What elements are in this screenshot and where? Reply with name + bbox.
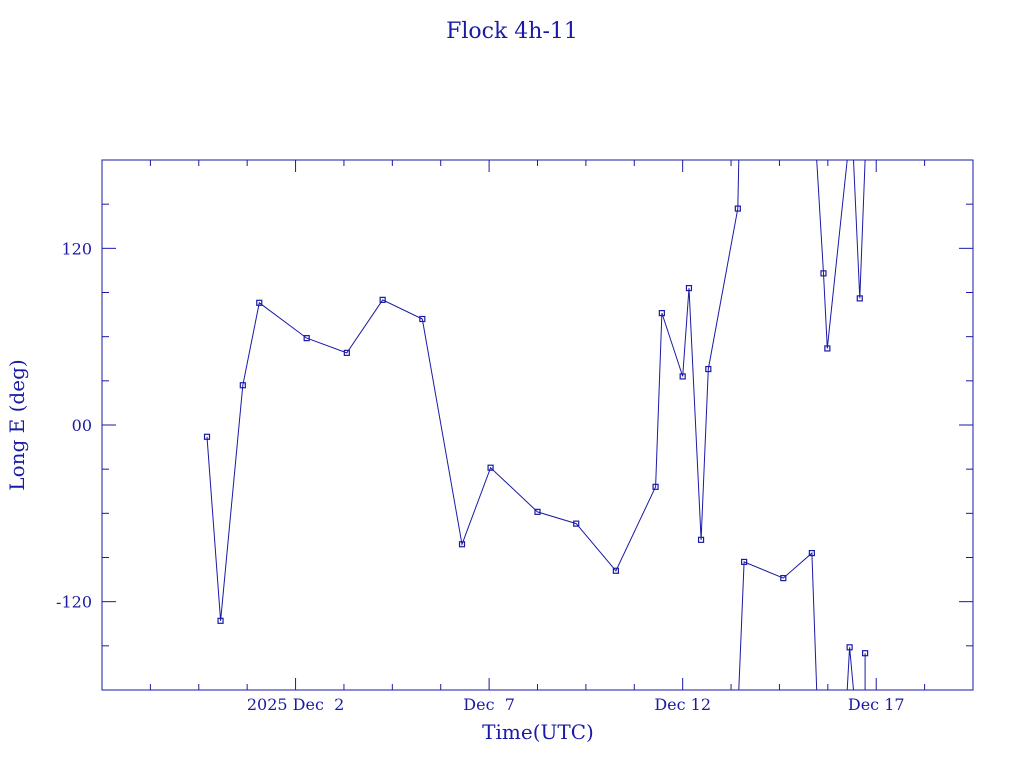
data-point [256, 299, 263, 306]
x-tick-label: Dec 17 [848, 695, 905, 714]
series-markers [203, 205, 869, 657]
data-point [846, 644, 853, 651]
x-tick-label: Dec 12 [654, 695, 711, 714]
data-point [487, 464, 494, 471]
series-line [206, 159, 740, 621]
data-point [239, 382, 246, 389]
series-line [738, 552, 818, 691]
data-point [697, 536, 705, 543]
data-point [705, 365, 712, 373]
y-tick-label: -120 [56, 593, 92, 612]
data-point [679, 373, 686, 380]
axis-ticks [101, 160, 974, 690]
data-point [652, 483, 659, 490]
y-axis-label: Long E (deg) [5, 359, 29, 490]
data-point [458, 541, 466, 548]
data-point [685, 284, 693, 292]
series-line [816, 159, 848, 349]
series-line [853, 159, 866, 299]
data-point [861, 650, 869, 657]
data-point [217, 617, 224, 624]
y-tick-label: 120 [61, 239, 92, 258]
data-point [741, 558, 748, 566]
data-point [573, 520, 580, 527]
data-point [824, 345, 831, 352]
x-axis-label: Time(UTC) [482, 720, 594, 744]
series-line [846, 647, 854, 691]
data-point [780, 575, 787, 582]
data-point [203, 433, 211, 440]
data-point [343, 349, 350, 356]
series-lines [206, 159, 866, 691]
x-tick-label: 2025 Dec 2 [247, 695, 344, 714]
data-point [379, 296, 386, 303]
data-point [820, 270, 827, 277]
data-point [734, 205, 741, 212]
data-point [303, 335, 310, 342]
data-point [808, 549, 815, 557]
data-point [419, 315, 426, 323]
chart-title: Flock 4h-11 [446, 19, 578, 44]
y-tick-label: 00 [72, 416, 92, 435]
data-point [612, 567, 619, 574]
x-tick-label: Dec 7 [463, 695, 515, 714]
data-point [658, 310, 665, 317]
data-point [856, 295, 863, 302]
plot-frame [101, 159, 974, 691]
data-point [534, 508, 541, 515]
axis-tick-labels: 2025 Dec 2 Dec 7 Dec 12 Dec 17 120 00 -120 [56, 239, 905, 714]
